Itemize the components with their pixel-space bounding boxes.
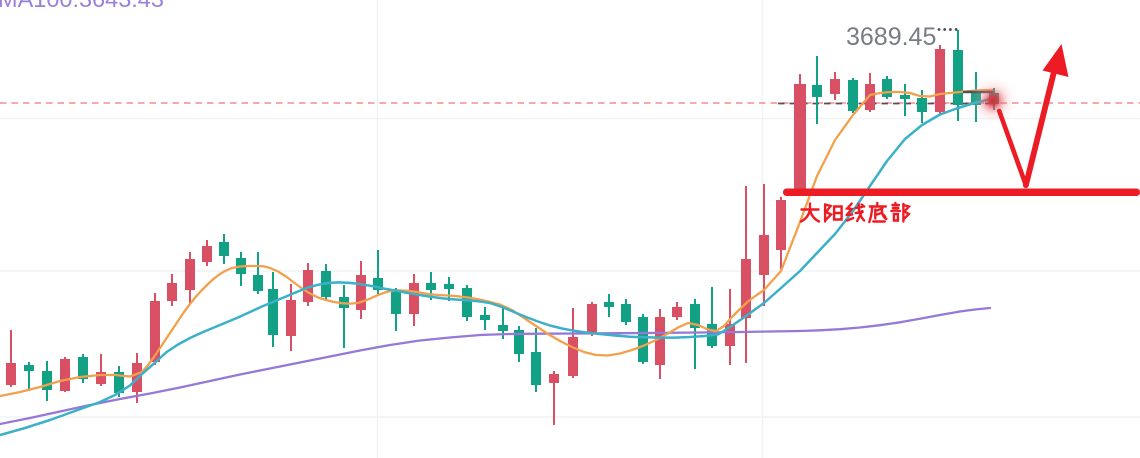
svg-text:MA100:3643.43: MA100:3643.43 (0, 0, 164, 12)
svg-text:3689.45: 3689.45 (846, 23, 936, 51)
